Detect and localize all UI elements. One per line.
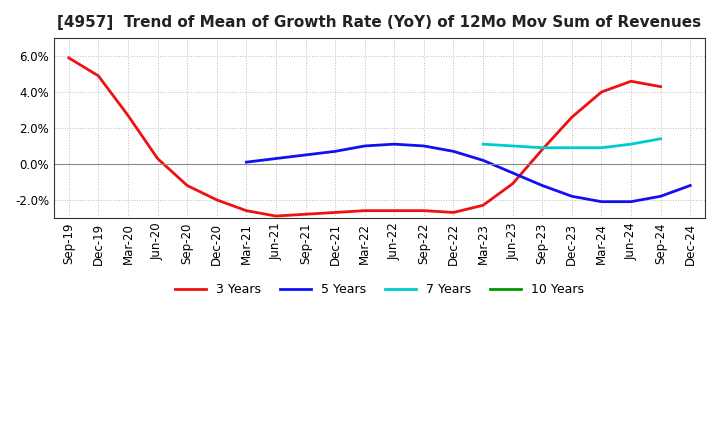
Title: [4957]  Trend of Mean of Growth Rate (YoY) of 12Mo Mov Sum of Revenues: [4957] Trend of Mean of Growth Rate (YoY…	[58, 15, 701, 30]
Legend: 3 Years, 5 Years, 7 Years, 10 Years: 3 Years, 5 Years, 7 Years, 10 Years	[170, 279, 589, 301]
